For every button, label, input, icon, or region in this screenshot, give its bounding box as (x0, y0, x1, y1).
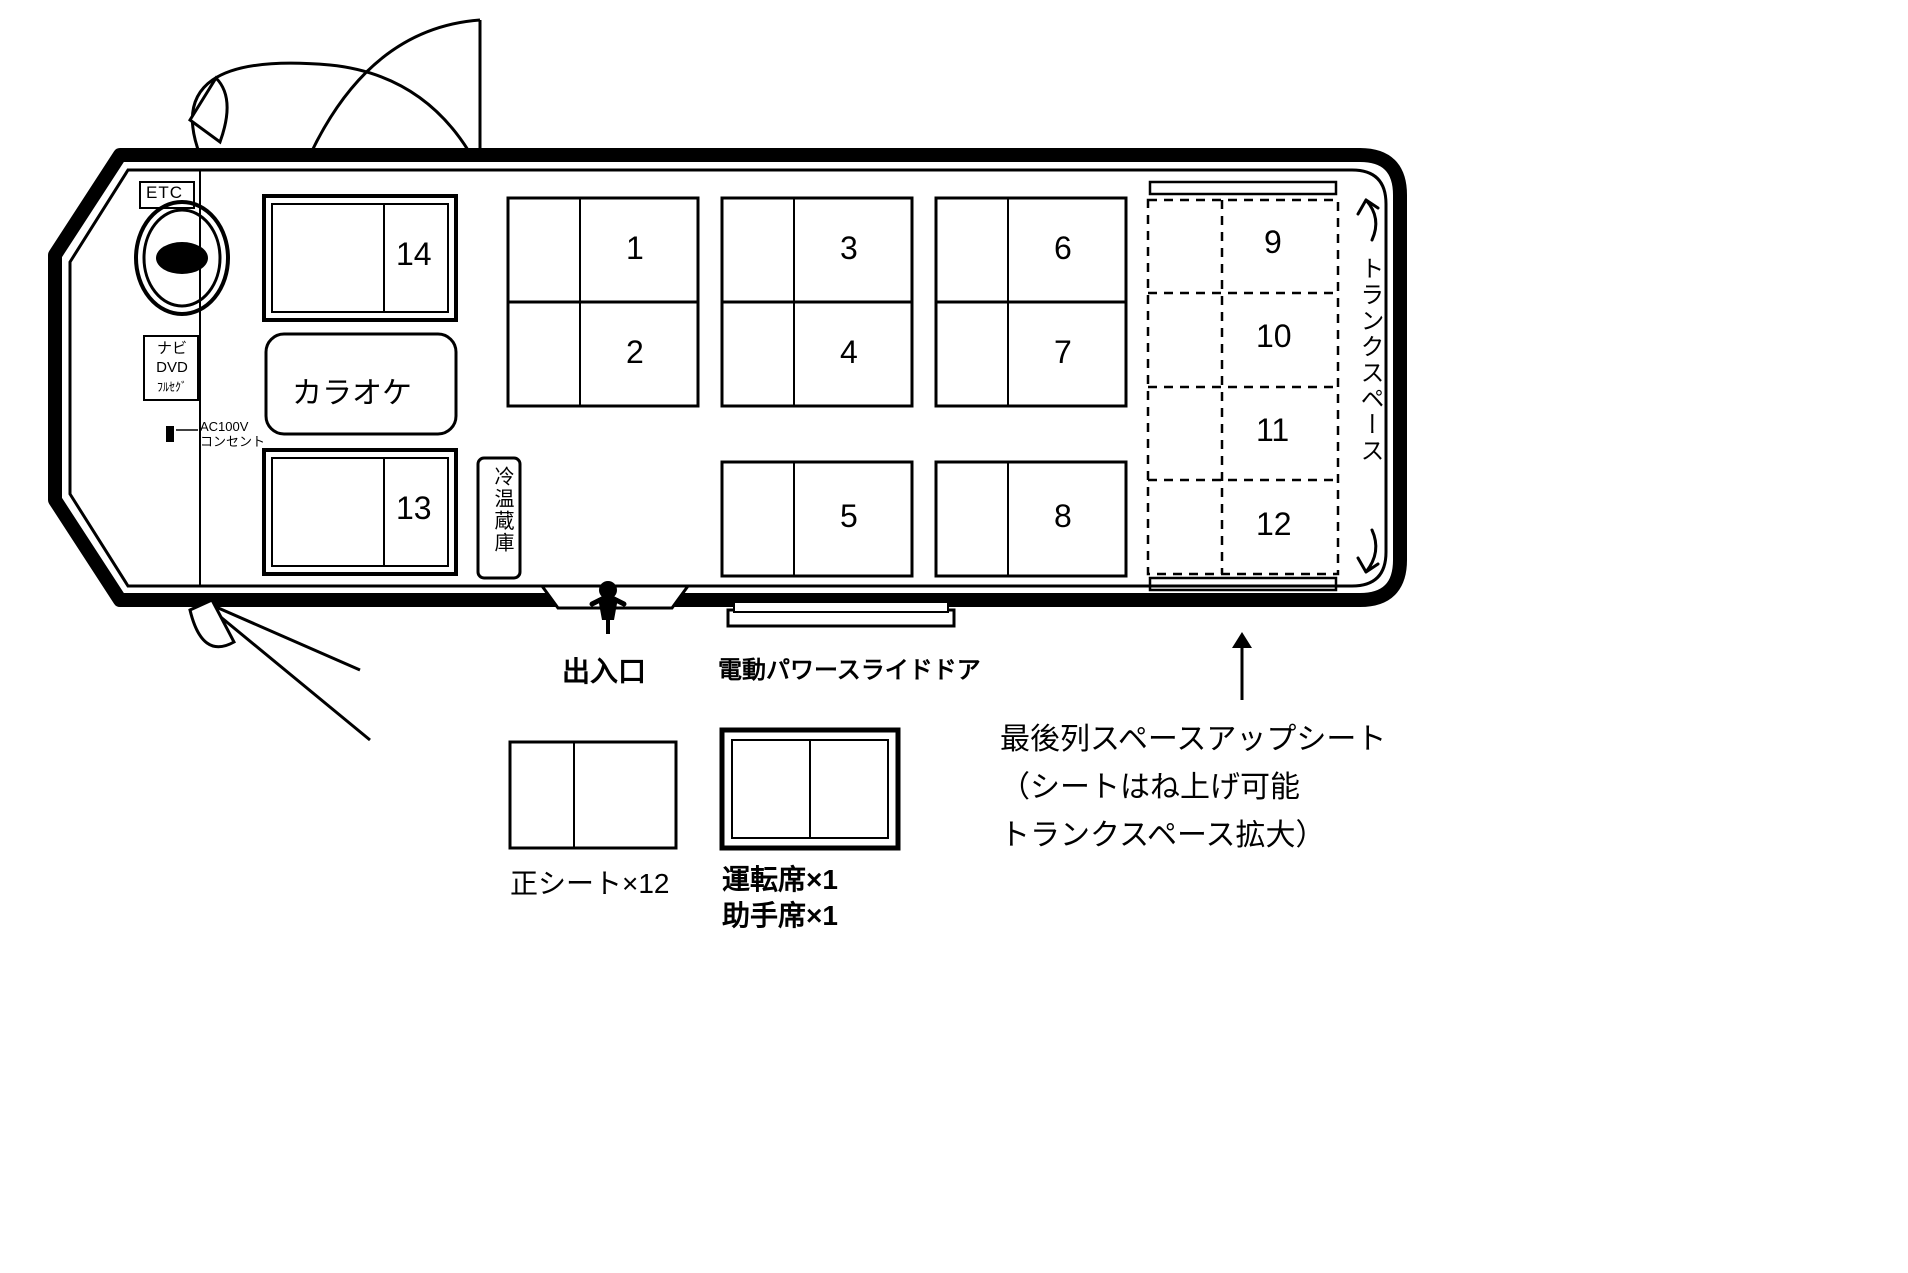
seat-num-9: 9 (1264, 224, 1282, 261)
legend-regular-seat (510, 742, 676, 848)
seat-num-7: 7 (1054, 334, 1072, 371)
trunk-space-label: トランクスペース (1352, 256, 1387, 464)
rear-note-arrow (1232, 632, 1252, 700)
seat-8 (936, 462, 1126, 576)
steering-wheel (136, 202, 228, 314)
front-mirror-top (190, 63, 468, 155)
trunk-arrow-bottom (1358, 530, 1378, 572)
outlet-label: AC100V コンセント (200, 420, 265, 450)
bus-floorplan-diagram: ETC ナビ DVD ﾌﾙｾｸﾞ AC100V コンセント カラオケ 冷温蔵庫 … (0, 0, 1908, 1268)
karaoke-label: カラオケ (292, 368, 412, 412)
seat-num-10: 10 (1256, 318, 1292, 355)
seat-num-14: 14 (396, 236, 432, 273)
slide-door-label: 電動パワースライドドア (718, 650, 981, 685)
entry-label: 出入口 (562, 650, 646, 690)
outlet-icon (166, 426, 174, 442)
fridge-label: 冷温蔵庫 (488, 466, 517, 554)
rear-seats (1148, 182, 1338, 590)
bus-body (55, 155, 1400, 600)
seat-num-11: 11 (1256, 412, 1289, 449)
seat-num-4: 4 (840, 334, 858, 371)
etc-label: ETC (146, 184, 183, 203)
seat-num-8: 8 (1054, 498, 1072, 535)
seat-num-3: 3 (840, 230, 858, 267)
seat-num-5: 5 (840, 498, 858, 535)
rear-note-text: 最後列スペースアップシート （シートはね上げ可能 トランクスペース拡大） (1000, 716, 1386, 860)
seat-num-12: 12 (1256, 506, 1292, 543)
front-mirror-bottom (190, 600, 370, 740)
slide-door-rail (728, 602, 954, 626)
seat-num-1: 1 (626, 230, 644, 267)
diagram-svg (0, 0, 1908, 1268)
seat-num-13: 13 (396, 490, 432, 527)
seat-num-6: 6 (1054, 230, 1072, 267)
trunk-arrow-top (1358, 200, 1378, 240)
seat-5 (722, 462, 912, 576)
seat-pair-1-2 (508, 198, 698, 406)
legend-regular-label: 正シート×12 (510, 862, 670, 902)
seat-num-2: 2 (626, 334, 644, 371)
legend-driver-seat (722, 730, 898, 848)
seat-pair-3-4 (722, 198, 912, 406)
seat-pair-6-7 (936, 198, 1126, 406)
nav-label: ナビ DVD ﾌﾙｾｸﾞ (148, 340, 196, 396)
front-door-arc (310, 20, 480, 155)
legend-driver-label: 運転席×1 助手席×1 (722, 862, 838, 935)
